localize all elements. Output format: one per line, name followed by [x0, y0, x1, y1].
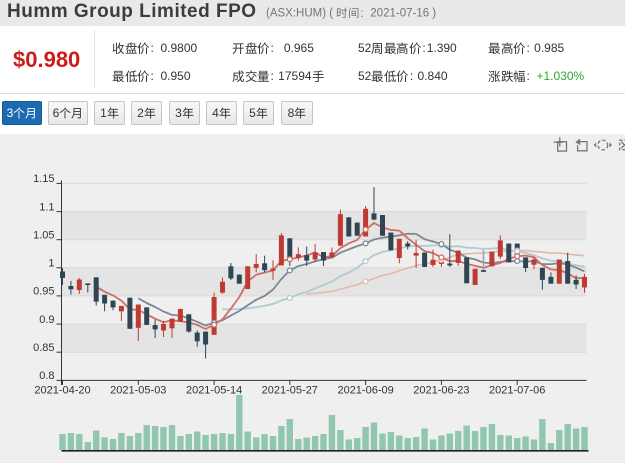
svg-text:1.05: 1.05	[33, 230, 54, 242]
svg-text:2021-04-20: 2021-04-20	[34, 385, 90, 397]
svg-text:2021-07-06: 2021-07-06	[489, 385, 545, 397]
svg-text:1: 1	[48, 258, 54, 270]
svg-text:2021-06-23: 2021-06-23	[413, 385, 469, 397]
svg-text:0.95: 0.95	[33, 286, 54, 298]
svg-text:2021-06-09: 2021-06-09	[337, 385, 393, 397]
svg-text:0.9: 0.9	[39, 314, 54, 326]
svg-text:2021-05-14: 2021-05-14	[186, 385, 242, 397]
svg-text:0.8: 0.8	[39, 370, 54, 382]
svg-text:2021-05-03: 2021-05-03	[110, 385, 166, 397]
svg-text:0.85: 0.85	[33, 342, 54, 354]
svg-text:2021-05-27: 2021-05-27	[262, 385, 318, 397]
svg-text:1.15: 1.15	[33, 173, 54, 185]
svg-text:1.1: 1.1	[39, 201, 54, 213]
